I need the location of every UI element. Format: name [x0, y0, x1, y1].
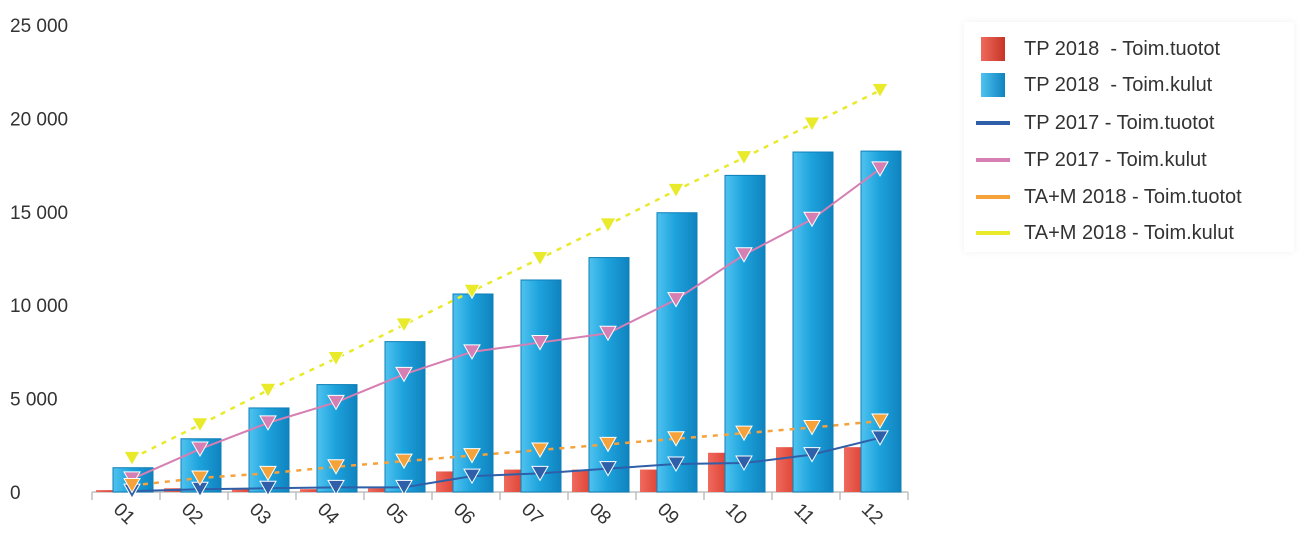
- y-tick-label: 20 000: [10, 109, 68, 130]
- x-tick-label: 05: [381, 499, 411, 529]
- legend-item-tp2017-kulut: TP 2017 - Toim.kulut: [976, 145, 1207, 175]
- marker-tam2018-tuotot: [599, 436, 617, 453]
- legend-label: TP 2017 - Toim.tuotot: [1024, 111, 1215, 134]
- marker-tp2017-kulut: [191, 441, 209, 458]
- marker-tam2018-tuotot: [735, 425, 753, 442]
- legend-swatch: [976, 71, 1010, 99]
- marker-tam2018-tuotot: [123, 477, 141, 494]
- marker-tp2017-kulut: [667, 292, 685, 308]
- legend-swatch: [976, 219, 1010, 247]
- marker-tp2017-kulut: [599, 325, 617, 342]
- marker-tp2017-kulut: [327, 394, 345, 411]
- marker-tp2017-kulut: [803, 211, 821, 228]
- bar-tp2018-kulut: [520, 279, 562, 493]
- y-axis-ticks: 25 000 20 000 15 000 10 000 5 000 0: [10, 16, 68, 504]
- x-tick-label: 01: [109, 499, 139, 529]
- marker-tp2017-kulut: [463, 344, 481, 360]
- marker-tp2017-kulut: [735, 247, 753, 263]
- legend-swatch: [976, 183, 1010, 211]
- bars: [96, 150, 902, 493]
- legend-item-tp2018-kulut: TP 2018 - Toim.kulut: [976, 70, 1212, 100]
- x-tick-label: 08: [585, 499, 615, 529]
- line-tam2018-tuotot: [131, 419, 881, 487]
- legend-label: TP 2018 - Toim.kulut: [1024, 73, 1213, 96]
- marker-tp2017-kulut: [395, 366, 413, 383]
- y-tick-label: 10 000: [10, 296, 68, 317]
- marker-tp2017-tuotot: [327, 479, 345, 496]
- y-tick-label: 15 000: [10, 203, 68, 224]
- legend-label: TP 2018 - Toim.tuotot: [1024, 37, 1221, 60]
- marker-tam2018-tuotot: [667, 431, 685, 447]
- marker-tam2018-tuotot: [463, 448, 481, 464]
- legend-swatch: [976, 146, 1010, 174]
- marker-tp2017-kulut: [871, 161, 889, 177]
- legend-item-tp2017-tuotot: TP 2017 - Toim.tuotot: [976, 108, 1214, 138]
- marker-tam2018-tuotot: [191, 470, 209, 486]
- bar-tp2018-kulut: [588, 257, 630, 493]
- marker-tam2018-tuotot: [259, 465, 277, 482]
- x-tick-label: 02: [177, 499, 207, 529]
- marker-tp2017-kulut: [531, 335, 549, 351]
- x-tick-label: 10: [721, 499, 751, 529]
- y-tick-label: 5 000: [10, 390, 58, 411]
- x-tick-label: 04: [313, 499, 343, 529]
- marker-tp2017-tuotot: [531, 465, 549, 482]
- line-tp2017-tuotot: [131, 436, 881, 493]
- legend-label: TP 2017 - Toim.kulut: [1024, 148, 1207, 171]
- marker-tam2018-kulut: [395, 317, 413, 333]
- x-tick-label: 11: [789, 500, 818, 529]
- marker-tp2017-tuotot: [871, 430, 889, 446]
- legend-item-tp2018-tuotot: TP 2018 - Toim.tuotot: [976, 34, 1220, 64]
- x-tick-label: 09: [653, 499, 683, 529]
- legend: TP 2018 - Toim.tuotot TP 2018 - Toim.kul…: [964, 22, 1294, 252]
- marker-tam2018-kulut: [599, 217, 617, 233]
- legend-item-tam2018-tuotot: TA+M 2018 - Toim.tuotot: [976, 182, 1242, 212]
- bar-tp2018-kulut: [656, 212, 698, 493]
- series-lines: [131, 89, 881, 493]
- marker-tam2018-tuotot: [871, 413, 889, 430]
- marker-tp2017-tuotot: [463, 468, 481, 485]
- marker-tam2018-kulut: [123, 450, 141, 467]
- legend-item-tam2018-kulut: TA+M 2018 - Toim.kulut: [976, 218, 1234, 248]
- marker-tam2018-kulut: [667, 182, 685, 199]
- marker-tam2018-kulut: [531, 251, 549, 267]
- marker-tp2017-tuotot: [395, 479, 413, 496]
- marker-tam2018-tuotot: [395, 453, 413, 470]
- marker-tam2018-tuotot: [803, 420, 821, 436]
- legend-label: TA+M 2018 - Toim.tuotot: [1024, 185, 1242, 208]
- x-tick-label: 07: [517, 499, 547, 529]
- x-tick-label: 06: [449, 499, 479, 529]
- y-tick-label: 25 000: [10, 16, 68, 37]
- x-axis: [91, 491, 909, 500]
- legend-swatch: [976, 109, 1010, 137]
- line-tam2018-kulut: [131, 89, 881, 460]
- x-tick-label: 03: [245, 499, 275, 529]
- bar-tp2018-kulut: [452, 293, 494, 493]
- y-tick-label: 0: [10, 483, 21, 504]
- marker-tam2018-kulut: [871, 82, 889, 99]
- marker-tp2017-tuotot: [803, 447, 821, 463]
- marker-tam2018-kulut: [191, 417, 209, 433]
- marker-tam2018-tuotot: [531, 442, 549, 458]
- x-tick-label: 12: [857, 499, 887, 529]
- line-tp2017-kulut: [131, 168, 881, 480]
- x-axis-ticks: 01 02 03 04 05 06 07 08 09 10 11 12: [109, 499, 887, 529]
- marker-tam2018-kulut: [463, 283, 481, 300]
- marker-tam2018-tuotot: [327, 459, 345, 475]
- series-markers: [123, 82, 889, 500]
- bar-tp2018-kulut: [384, 341, 426, 493]
- marker-tam2018-kulut: [327, 350, 345, 367]
- marker-tp2017-tuotot: [667, 456, 685, 472]
- marker-tam2018-kulut: [803, 116, 821, 133]
- marker-tam2018-kulut: [735, 150, 753, 166]
- legend-swatch: [976, 35, 1010, 63]
- marker-tp2017-kulut: [259, 415, 277, 431]
- bar-tp2018-kulut: [792, 151, 834, 493]
- marker-tam2018-kulut: [259, 382, 277, 399]
- marker-tp2017-tuotot: [735, 455, 753, 472]
- marker-tp2017-tuotot: [599, 461, 617, 477]
- bar-tp2018-kulut: [724, 174, 766, 493]
- legend-label: TA+M 2018 - Toim.kulut: [1024, 221, 1234, 244]
